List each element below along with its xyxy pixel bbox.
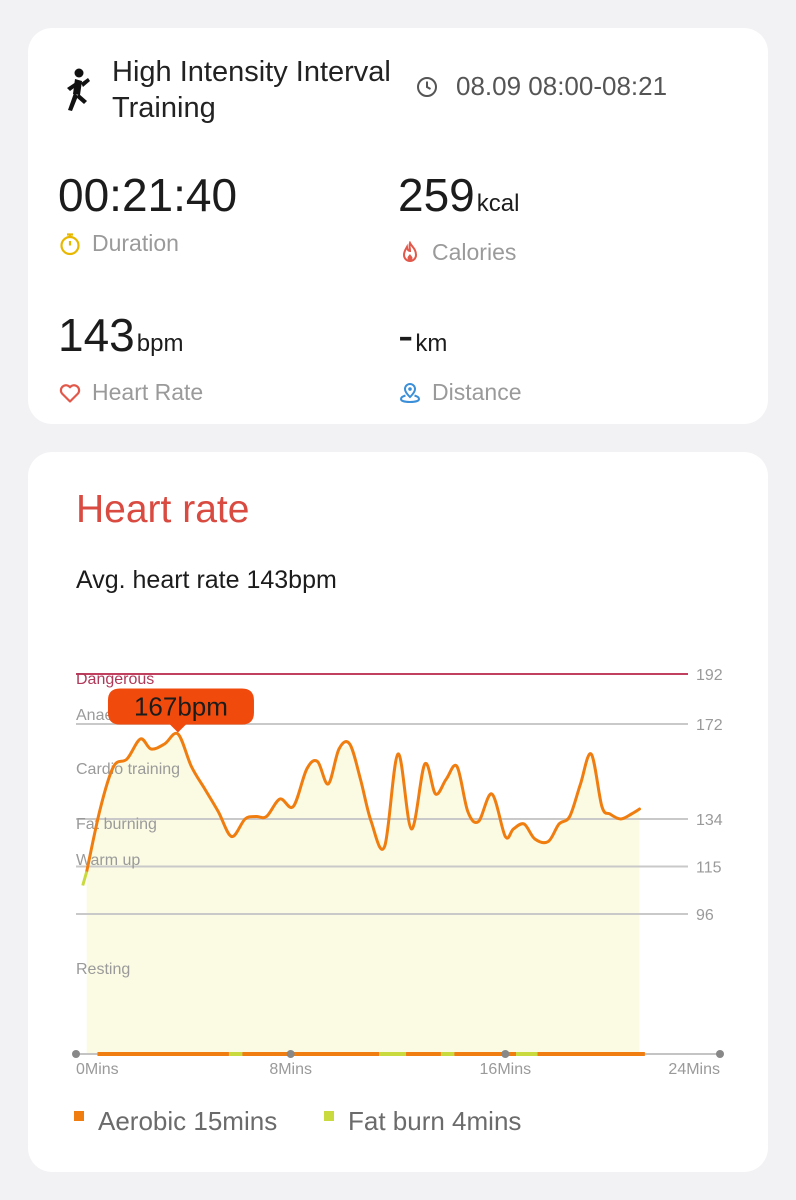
workout-time: 08.09 08:00-08:21 — [456, 71, 668, 101]
calories-unit: kcal — [476, 190, 520, 217]
peak-label: 167bpm — [134, 692, 228, 722]
zone-label-warm-up: Warm up — [76, 852, 140, 869]
calories-label: Calories — [432, 239, 517, 265]
x-tick-label: 16Mins — [480, 1061, 532, 1078]
calories-stat: 259kcal Calories — [398, 170, 519, 266]
x-tick-label: 24Mins — [668, 1061, 720, 1078]
heart-rate-stat: 143bpm Heart Rate — [58, 310, 203, 406]
legend-swatch — [324, 1110, 334, 1121]
clock-icon — [417, 77, 437, 97]
heart-rate-chart: 19217213411596DangerousAnaerobicCardio t… — [72, 667, 724, 1078]
calories-value: 259 — [398, 169, 475, 221]
zone-label-resting: Resting — [76, 961, 130, 978]
heart-rate-card: Heart rate Avg. heart rate 143bpm 192 172… — [28, 452, 768, 1172]
distance-unit: km — [415, 330, 448, 357]
duration-value: 00:21:40 — [58, 169, 238, 221]
distance-value: - — [398, 309, 414, 361]
zone-threshold-dangerous: 192 — [696, 667, 723, 684]
x-tick-label: 0Mins — [76, 1061, 119, 1078]
legend-item-fat-burn: Fat burn 4mins — [324, 1106, 521, 1137]
running-figure-icon — [67, 68, 90, 111]
heart-rate-line-start — [81, 871, 89, 886]
zone-threshold-warm-up: 96 — [696, 907, 714, 924]
peak-callout — [107, 688, 254, 733]
zone-label-dangerous: Dangerous — [76, 671, 154, 688]
x-tick-dot — [286, 1050, 295, 1058]
heart-icon — [59, 383, 81, 403]
legend-label: Aerobic 15mins — [98, 1106, 278, 1136]
distance-label: Distance — [432, 379, 522, 405]
location-pin-icon — [399, 382, 421, 403]
workout-title: High Intensity Interval Training — [112, 56, 391, 124]
legend-label: Fat burn 4mins — [348, 1106, 522, 1136]
zone-label-cardio-training: Cardio training — [76, 761, 180, 778]
zone-threshold-anaerobic: 172 — [696, 717, 723, 734]
flame-icon — [402, 240, 418, 262]
zone-label-fat-burning: Fat burning — [76, 816, 157, 833]
heart-rate-label: Heart Rate — [92, 379, 204, 405]
duration-stat: 00:21:40 Duration — [58, 170, 237, 257]
heart-rate-unit: bpm — [136, 330, 184, 357]
duration-label: Duration — [92, 230, 179, 256]
distance-stat: -km Distance — [398, 310, 521, 406]
zone-threshold-cardio-training: 134 — [696, 812, 723, 829]
stopwatch-icon — [60, 232, 80, 255]
x-tick-label: 8Mins — [269, 1061, 312, 1078]
heart-rate-area — [86, 734, 640, 1054]
heart-rate-line — [85, 731, 641, 873]
average-heart-rate: Avg. heart rate 143bpm — [76, 566, 337, 594]
legend-swatch — [74, 1110, 84, 1121]
x-tick-dot — [716, 1050, 724, 1058]
zone-threshold-fat-burning: 115 — [696, 860, 722, 877]
heart-rate-value: 143 — [58, 309, 135, 361]
x-tick-dot — [501, 1050, 510, 1058]
workout-summary-card: High Intensity Interval Training 08.09 0… — [28, 28, 768, 424]
x-tick-dot — [72, 1050, 80, 1058]
heart-rate-title: Heart rate — [76, 488, 250, 531]
legend-item-aerobic: Aerobic 15mins — [74, 1106, 277, 1137]
